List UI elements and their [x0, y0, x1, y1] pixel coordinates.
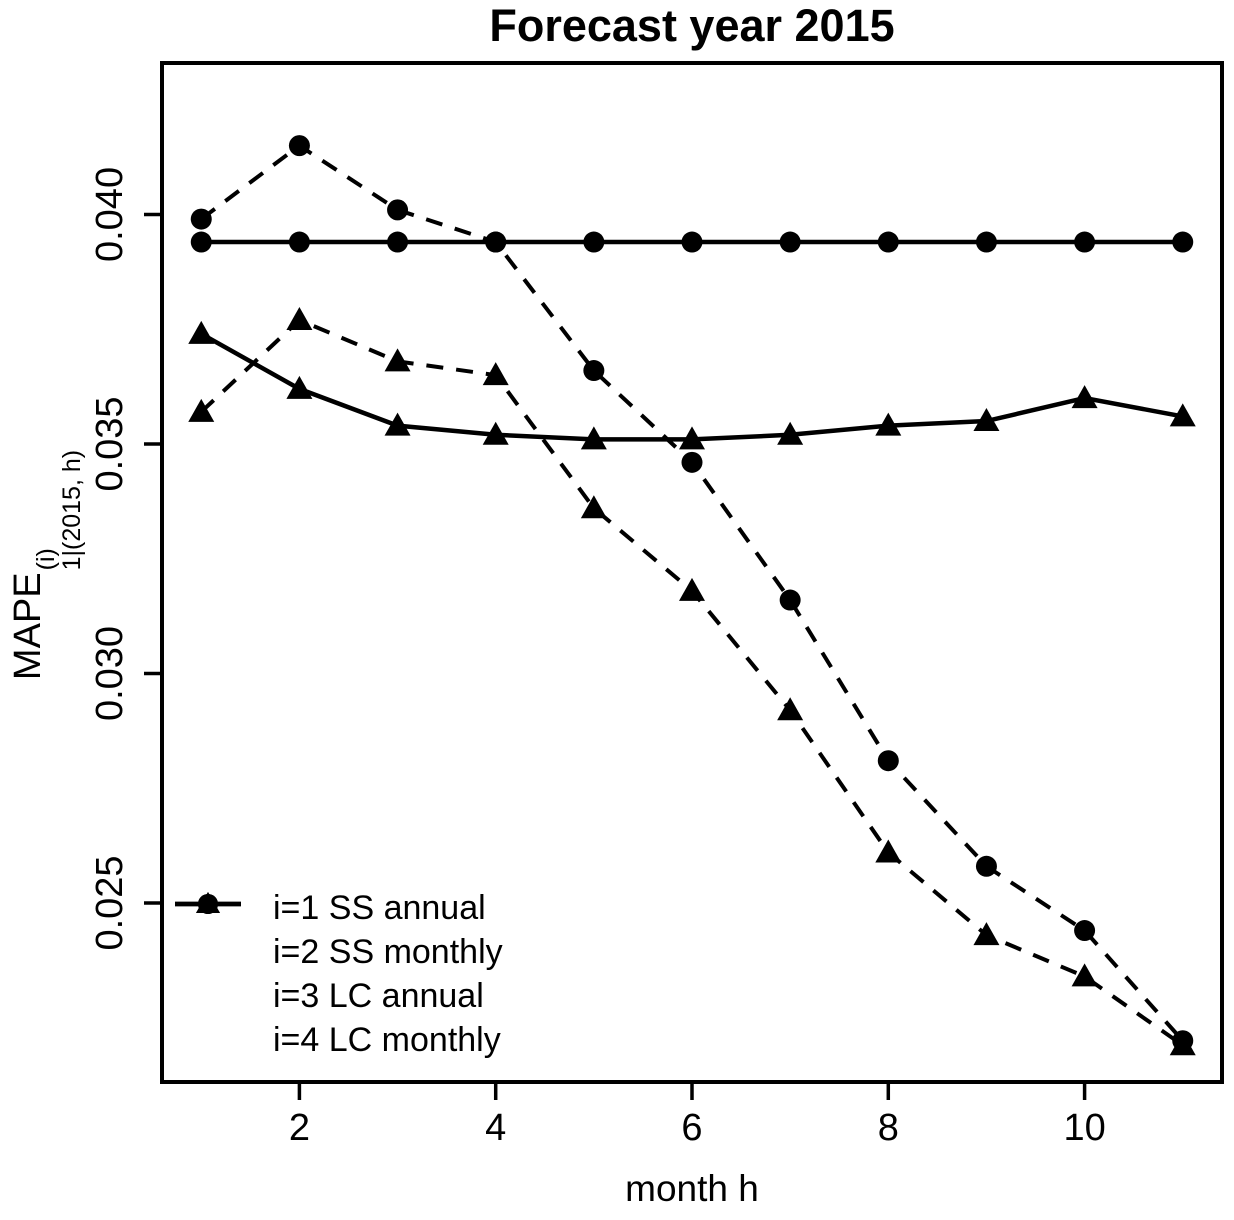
- circle-marker: [1074, 920, 1096, 942]
- circle-marker: [681, 451, 703, 473]
- circle-marker: [190, 208, 212, 230]
- x-axis-label: month h: [625, 1168, 759, 1209]
- triangle-marker: [188, 320, 215, 344]
- triangle-marker: [875, 839, 902, 863]
- triangle-marker: [1071, 963, 1098, 987]
- legend: i=1 SS annual i=2 SS monthly i=3 LC annual…: [173, 886, 503, 1062]
- triangle-marker: [188, 398, 215, 422]
- legend-item: i=4 LC monthly: [173, 894, 503, 1062]
- y-tick-label: 0.035: [89, 396, 131, 491]
- triangle-marker: [777, 421, 804, 445]
- triangle-marker: [777, 697, 804, 721]
- legend-label: i=4 LC monthly: [273, 1021, 501, 1059]
- circle-marker: [975, 231, 997, 253]
- circle-marker: [1074, 231, 1096, 253]
- triangle-marker: [973, 922, 1000, 946]
- circle-marker: [583, 360, 605, 382]
- triangle-marker: [482, 362, 509, 386]
- triangle-marker: [875, 412, 902, 436]
- circle-marker: [779, 231, 801, 253]
- x-tick-label: 4: [485, 1107, 506, 1149]
- circle-marker: [975, 855, 997, 877]
- y-tick-label: 0.030: [89, 626, 131, 721]
- series-i-2-ss-monthly: [188, 307, 1196, 1056]
- circle-marker: [681, 231, 703, 253]
- series-i-1-ss-annual: [188, 320, 1196, 450]
- legend-item: i=2 SS monthly: [173, 892, 503, 974]
- triangle-marker: [482, 421, 509, 445]
- circle-marker: [485, 231, 507, 253]
- triangle-marker: [286, 307, 313, 331]
- legend-label: i=1 SS annual: [273, 889, 486, 927]
- triangle-marker: [1071, 385, 1098, 409]
- legend-label: i=3 LC annual: [273, 977, 484, 1015]
- circle-marker: [288, 231, 310, 253]
- circle-marker: [877, 231, 899, 253]
- y-tick-label: 0.040: [89, 167, 131, 262]
- legend-sample-dashed-triangle: [173, 892, 243, 970]
- triangle-marker: [580, 426, 607, 450]
- series-line: [200, 331, 1184, 442]
- triangle-marker: [286, 375, 313, 399]
- x-tick-label: 2: [289, 1107, 310, 1149]
- series-i-3-lc-annual: [190, 231, 1194, 253]
- circle-marker: [190, 231, 212, 253]
- x-tick-label: 10: [1063, 1107, 1105, 1149]
- circle-marker-icon: [175, 894, 241, 914]
- triangle-marker: [384, 412, 411, 436]
- chart-title: Forecast year 2015: [489, 0, 895, 51]
- legend-label: i=2 SS monthly: [273, 933, 503, 971]
- triangle-marker: [1169, 403, 1196, 427]
- triangle-marker: [679, 577, 705, 601]
- circle-marker: [288, 135, 310, 157]
- triangle-marker: [384, 348, 411, 372]
- x-tick-label: 8: [878, 1107, 899, 1149]
- triangle-marker: [973, 408, 1000, 432]
- circle-marker: [779, 589, 801, 611]
- circle-marker: [583, 231, 605, 253]
- circle-marker: [387, 231, 409, 253]
- circle-marker: [877, 750, 899, 772]
- triangle-marker: [580, 495, 607, 519]
- series-i-4-lc-monthly: [190, 135, 1194, 1052]
- y-tick-label: 0.025: [89, 855, 131, 950]
- x-tick-label: 6: [681, 1107, 702, 1149]
- circle-marker: [1172, 231, 1194, 253]
- circle-marker: [387, 199, 409, 221]
- legend-sample-solid-circle: [173, 894, 243, 1014]
- triangle-marker: [679, 426, 705, 450]
- legend-sample-dashed-circle: [173, 894, 243, 1058]
- legend-item: i=3 LC annual: [173, 894, 503, 1018]
- circle-marker: [1172, 1030, 1194, 1052]
